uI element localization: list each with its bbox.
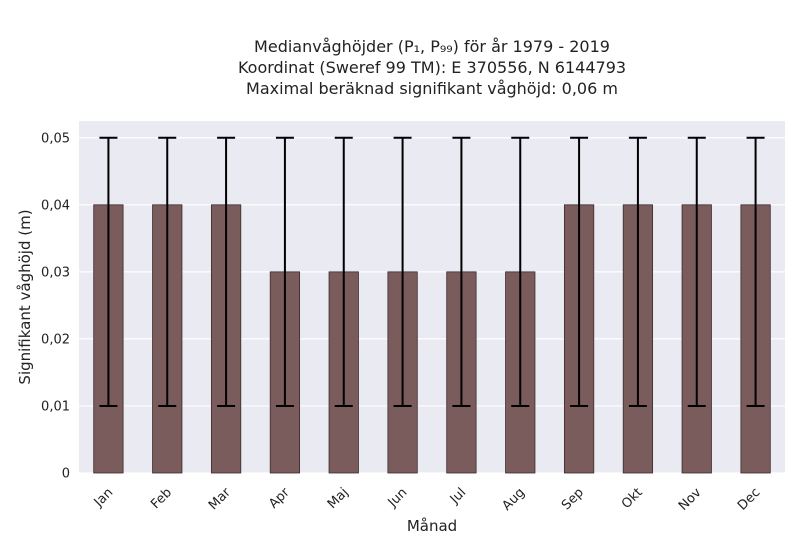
- y-tick-label: 0,01: [41, 399, 70, 414]
- x-tick-label: Apr: [266, 485, 293, 512]
- x-tick-label: Jul: [447, 485, 469, 507]
- error-bars: [99, 136, 765, 407]
- grid-lines: [79, 137, 785, 474]
- chart-title-line: Maximal beräknad signifikant våghöjd: 0,…: [246, 79, 618, 98]
- x-tick-label: Nov: [676, 485, 705, 514]
- plot-area: [79, 121, 785, 473]
- y-tick-label: 0,04: [41, 198, 70, 213]
- y-tick-label: 0,02: [41, 332, 70, 347]
- x-tick-label: Aug: [500, 485, 529, 514]
- x-tick-label: Jun: [385, 485, 411, 511]
- chart-title-line: Medianvåghöjder (P₁, P₉₉) för år 1979 - …: [254, 37, 610, 56]
- y-tick-label: 0,03: [41, 265, 70, 280]
- x-tick-label: Dec: [735, 485, 763, 513]
- y-tick-label: 0,05: [41, 131, 70, 146]
- x-tick-labels: Jan Feb Mar Apr Maj Jun Jul Aug Sep Okt Nov Dec: [91, 485, 764, 514]
- x-tick-label: Sep: [559, 485, 587, 513]
- x-tick-label: Mar: [206, 485, 234, 513]
- x-tick-label: Jan: [91, 485, 116, 510]
- x-tick-label: Maj: [325, 485, 352, 512]
- x-tick-label: Feb: [148, 485, 175, 512]
- chart-title: Medianvåghöjder (P₁, P₉₉) för år 1979 - …: [238, 37, 626, 98]
- y-tick-label: 0: [62, 467, 70, 482]
- y-axis-label: Signifikant våghöjd (m): [16, 209, 34, 384]
- chart-title-line: Koordinat (Sweref 99 TM): E 370556, N 61…: [238, 58, 626, 77]
- x-tick-label: Okt: [619, 485, 646, 512]
- x-axis-label: Månad: [407, 517, 457, 535]
- y-tick-labels: 0 0,01 0,02 0,03 0,04 0,05: [41, 131, 70, 481]
